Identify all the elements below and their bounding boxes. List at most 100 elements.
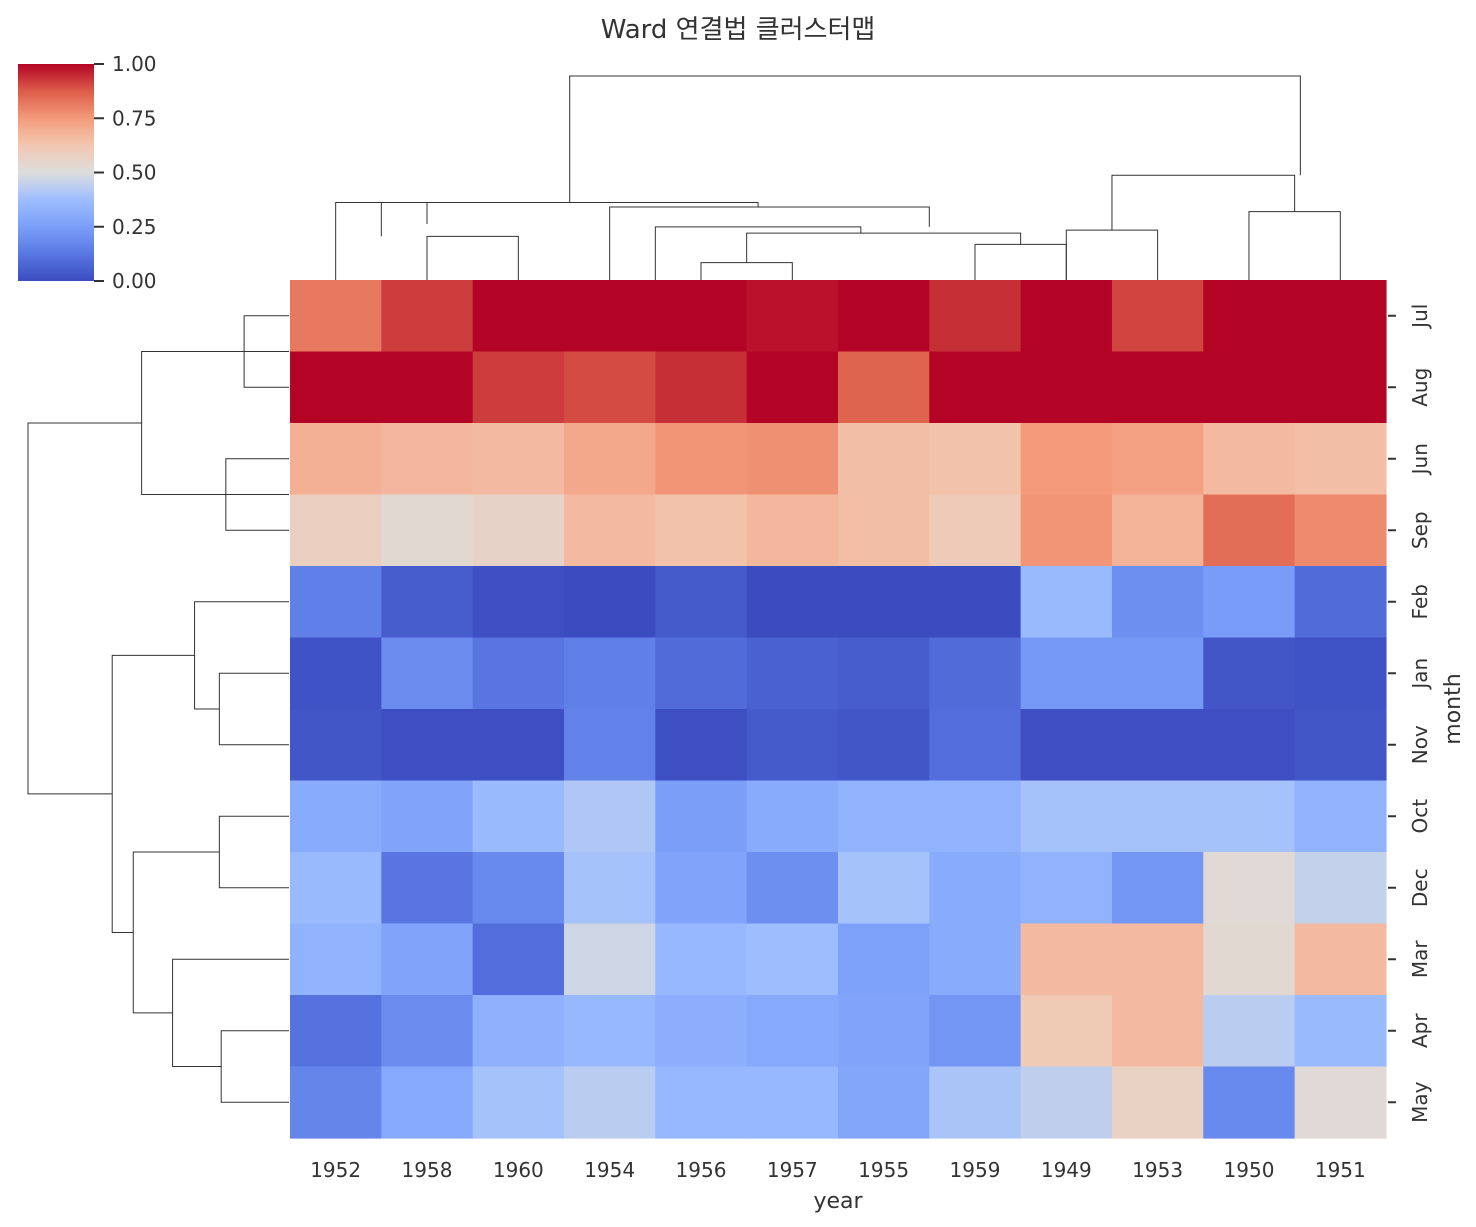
heatmap-cell <box>1294 566 1387 639</box>
heatmap-cell <box>1020 494 1113 567</box>
heatmap-cell <box>290 780 382 853</box>
heatmap-cell <box>746 566 839 639</box>
heatmap-cell <box>746 923 839 996</box>
heatmap-cell <box>1203 566 1296 639</box>
heatmap-cell <box>655 995 748 1068</box>
heatmap-cell <box>563 1066 656 1139</box>
y-axis-label: month <box>1441 673 1466 744</box>
heatmap-cell <box>655 1066 748 1139</box>
dendrogram-link <box>654 226 862 280</box>
heatmap-cell <box>746 423 839 496</box>
dendrogram-link <box>218 672 289 746</box>
heatmap-cell <box>563 280 656 353</box>
heatmap-cell <box>746 637 839 710</box>
heatmap-cell <box>746 995 839 1068</box>
heatmap-cell <box>1020 423 1113 496</box>
heatmap-cell <box>1020 637 1113 710</box>
heatmap-cell <box>655 852 748 925</box>
row-dendrogram <box>27 315 289 1103</box>
heatmap-cell <box>563 923 656 996</box>
dendrogram-link <box>218 815 289 889</box>
x-tick-label: 1960 <box>493 1158 544 1182</box>
x-tick-label: 1951 <box>1315 1158 1366 1182</box>
heatmap-cell <box>1020 995 1113 1068</box>
heatmap-cell <box>1111 566 1204 639</box>
heatmap-cell <box>1111 637 1204 710</box>
heatmap-cell <box>1111 780 1204 853</box>
heatmap-cell <box>1294 709 1387 782</box>
heatmap-cell <box>472 637 565 710</box>
y-tick-label: Jul <box>1408 304 1432 330</box>
y-tick-label: Aug <box>1408 368 1432 407</box>
dendrogram-link <box>974 243 1067 280</box>
heatmap-cell <box>290 423 382 496</box>
heatmap-cell <box>929 494 1022 567</box>
y-tick-label: Jan <box>1408 658 1432 691</box>
x-tick-label: 1949 <box>1041 1158 1092 1182</box>
y-axis-ticks: Jul Aug Jun Sep Feb Jan Nov Oct Dec Mar Apr May <box>1387 304 1432 1123</box>
dendrogram-link <box>111 654 195 933</box>
y-tick-label: Apr <box>1408 1013 1432 1048</box>
heatmap-cell <box>1020 780 1113 853</box>
column-dendrogram <box>335 75 1341 280</box>
heatmap <box>290 280 1387 1139</box>
heatmap-cell <box>1203 923 1296 996</box>
heatmap-cell <box>563 637 656 710</box>
heatmap-cell <box>472 280 565 353</box>
heatmap-cell <box>1203 494 1296 567</box>
heatmap-cell <box>837 494 930 567</box>
heatmap-cell <box>837 351 930 424</box>
heatmap-cell <box>929 637 1022 710</box>
heatmap-cell <box>655 566 748 639</box>
heatmap-cell <box>1294 423 1387 496</box>
heatmap-cell <box>563 852 656 925</box>
heatmap-cell <box>1111 423 1204 496</box>
heatmap-cell <box>1111 852 1204 925</box>
heatmap-cell <box>563 423 656 496</box>
heatmap-cell <box>472 780 565 853</box>
dendrogram-link <box>426 235 519 280</box>
heatmap-cell <box>1111 351 1204 424</box>
colorbar-tick-label: 0.25 <box>112 215 157 239</box>
heatmap-cell <box>837 852 930 925</box>
colorbar-tick-label: 1.00 <box>112 52 157 76</box>
heatmap-cell <box>1203 995 1296 1068</box>
heatmap-cell <box>746 852 839 925</box>
heatmap-cell <box>746 494 839 567</box>
heatmap-cell <box>1111 280 1204 353</box>
heatmap-cell <box>290 351 382 424</box>
heatmap-cell <box>1203 780 1296 853</box>
heatmap-cell <box>290 637 382 710</box>
heatmap-cell <box>472 923 565 996</box>
heatmap-cell <box>1020 351 1113 424</box>
heatmap-cell <box>655 494 748 567</box>
dendrogram-link <box>194 601 289 710</box>
heatmap-cell <box>1203 423 1296 496</box>
heatmap-cell <box>472 995 565 1068</box>
dendrogram-link <box>220 1030 289 1103</box>
colorbar-gradient <box>18 64 94 281</box>
heatmap-cell <box>1294 780 1387 853</box>
heatmap-cell <box>1111 923 1204 996</box>
y-tick-label: Dec <box>1408 868 1432 907</box>
heatmap-cell <box>1294 852 1387 925</box>
x-axis-ticks: 1952 1958 1960 1954 1956 1957 1955 1959 1949 1953… <box>310 1158 1366 1182</box>
heatmap-cell <box>1020 280 1113 353</box>
dendrogram-link <box>132 851 220 1014</box>
heatmap-cell <box>563 780 656 853</box>
heatmap-cell <box>1020 709 1113 782</box>
heatmap-cell <box>1203 709 1296 782</box>
heatmap-cell <box>290 995 382 1068</box>
heatmap-cell <box>381 566 474 639</box>
heatmap-cell <box>655 637 748 710</box>
heatmap-cell <box>381 351 474 424</box>
heatmap-cell <box>655 709 748 782</box>
heatmap-cell <box>837 1066 930 1139</box>
heatmap-cell <box>472 709 565 782</box>
x-axis-label: year <box>813 1189 863 1214</box>
heatmap-cell <box>381 709 474 782</box>
heatmap-cell <box>290 852 382 925</box>
heatmap-cell <box>929 351 1022 424</box>
dendrogram-link <box>1111 174 1296 231</box>
heatmap-cell <box>1203 852 1296 925</box>
